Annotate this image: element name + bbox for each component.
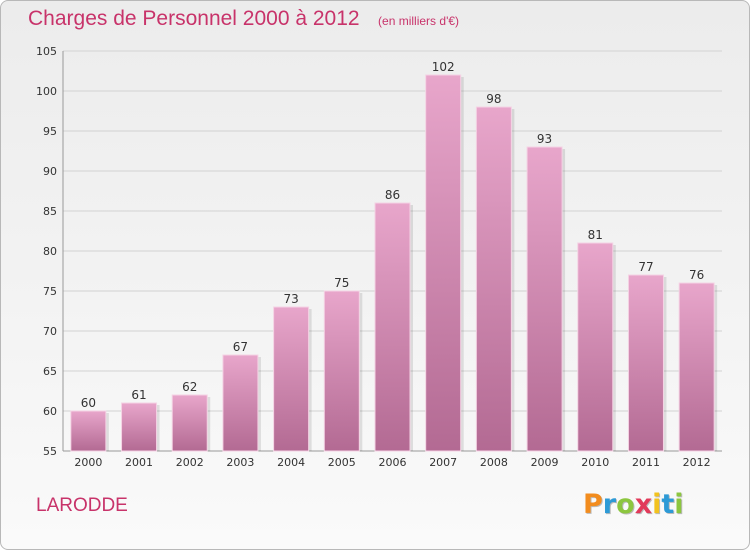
data-label: 75 [334, 276, 349, 290]
bar-2001 [121, 402, 158, 452]
data-label: 93 [537, 132, 552, 146]
chart-title: Charges de Personnel 2000 à 2012 [28, 7, 360, 30]
chart-subtitle: (en milliers d'€) [378, 14, 460, 28]
y-tick-label: 55 [43, 445, 57, 458]
axis-layer: 55 60 65 70 75 80 85 90 95 100 105 2000 2001 2002 2003… [36, 45, 722, 469]
label-layer: 60 61 62 67 73 75 86 102 98 93 81 77 76 [81, 60, 705, 410]
bar-2004 [273, 306, 310, 452]
x-tick-label: 2002 [176, 456, 204, 469]
x-tick-label: 2009 [531, 456, 559, 469]
y-tick-label: 70 [43, 325, 57, 338]
x-tick-label: 2011 [632, 456, 660, 469]
data-label: 73 [283, 292, 298, 306]
logo-letter: x [634, 489, 653, 520]
bar-2007 [425, 74, 462, 452]
x-tick-label: 2003 [226, 456, 254, 469]
x-tick-label: 2010 [581, 456, 609, 469]
logo-letter: i [652, 489, 662, 520]
x-tick-label: 2000 [74, 456, 102, 469]
bar-2011 [627, 274, 664, 452]
y-tick-label: 85 [43, 205, 57, 218]
bar-2009 [526, 146, 563, 452]
x-tick-label: 2012 [683, 456, 711, 469]
logo-letter: P [583, 489, 603, 520]
y-tick-label: 90 [43, 165, 57, 178]
data-label: 67 [233, 340, 248, 354]
chart-title-block: Charges de Personnel 2000 à 2012 (en mil… [28, 7, 459, 31]
data-label: 77 [638, 260, 653, 274]
data-label: 60 [81, 396, 96, 410]
data-label: 76 [689, 268, 704, 282]
y-tick-label: 75 [43, 285, 57, 298]
bar-2012 [678, 282, 715, 452]
logo-letter: o [616, 489, 635, 520]
bar-2006 [374, 202, 411, 452]
bar-2002 [171, 394, 208, 452]
bar-layer [70, 74, 718, 452]
bar-2005 [323, 290, 360, 452]
logo-letter: r [602, 489, 617, 520]
x-tick-label: 2008 [480, 456, 508, 469]
data-label: 62 [182, 380, 197, 394]
x-tick-label: 2001 [125, 456, 153, 469]
data-label: 81 [588, 228, 603, 242]
y-tick-label: 65 [43, 365, 57, 378]
proxiti-logo: Proxiti [583, 489, 684, 520]
y-tick-label: 80 [43, 245, 57, 258]
data-label: 61 [131, 388, 146, 402]
x-tick-label: 2005 [328, 456, 356, 469]
y-tick-label: 60 [43, 405, 57, 418]
x-tick-label: 2006 [379, 456, 407, 469]
data-label: 86 [385, 188, 400, 202]
x-tick-label: 2007 [429, 456, 457, 469]
data-label: 102 [432, 60, 455, 74]
bar-2008 [475, 106, 512, 452]
y-tick-label: 95 [43, 125, 57, 138]
data-label: 98 [486, 92, 501, 106]
bar-2000 [70, 410, 107, 452]
logo-letter: i [674, 489, 684, 520]
y-tick-label: 105 [36, 45, 57, 58]
y-tick-label: 100 [36, 85, 57, 98]
bar-2010 [577, 242, 614, 452]
bar-2003 [222, 354, 259, 452]
logo-letter: t [661, 489, 675, 520]
x-tick-label: 2004 [277, 456, 305, 469]
commune-name: LARODDE [36, 495, 128, 516]
